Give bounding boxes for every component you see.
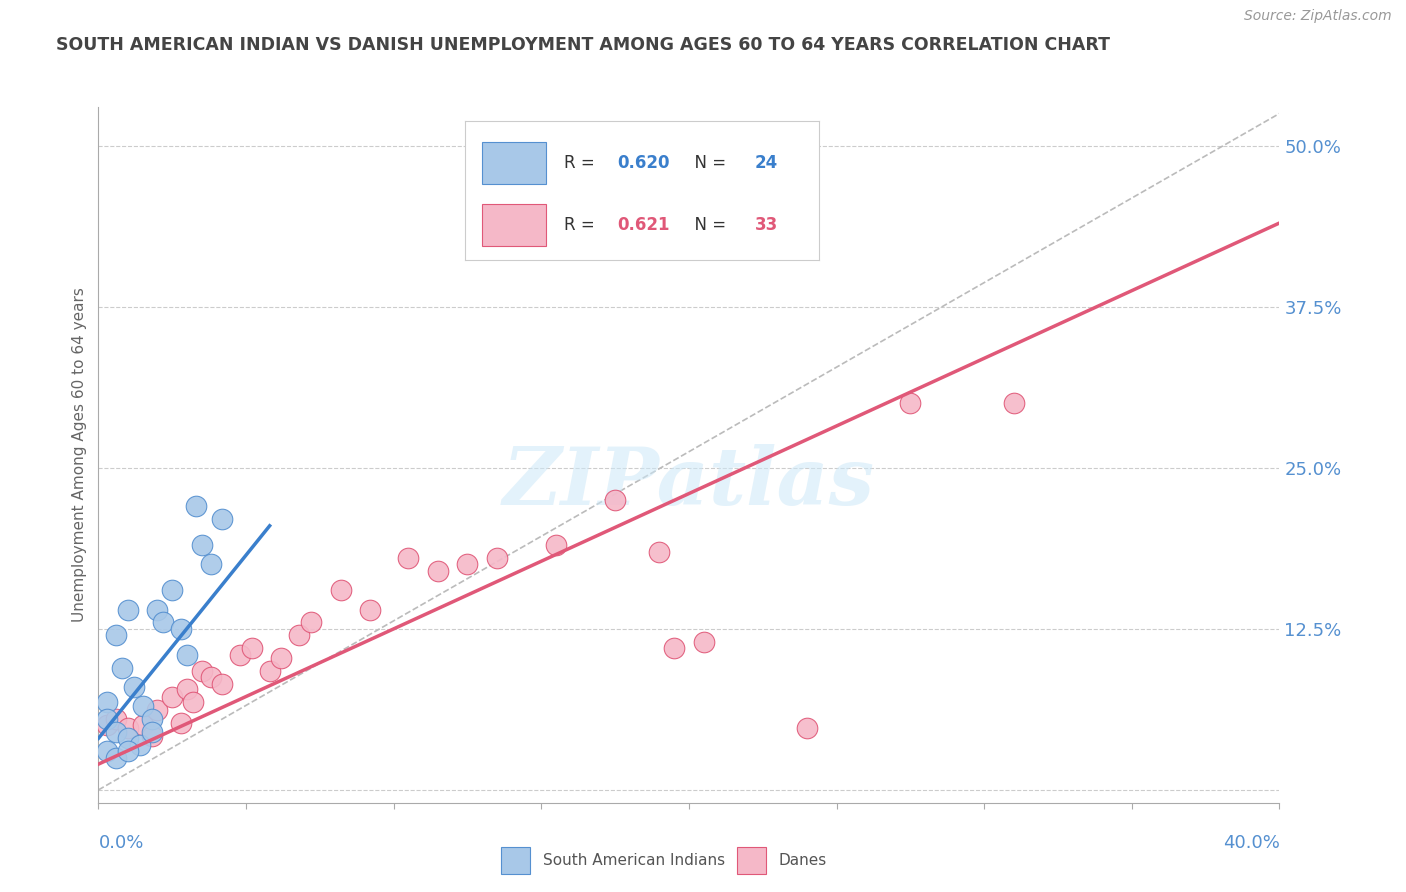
Point	[211, 677, 233, 691]
Text: South American Indians: South American Indians	[543, 854, 725, 868]
Point	[299, 615, 322, 630]
Point	[176, 648, 198, 662]
Point	[96, 712, 118, 726]
Text: 0.0%: 0.0%	[98, 834, 143, 852]
Point	[141, 725, 163, 739]
Point	[111, 660, 134, 674]
Point	[152, 615, 174, 630]
Point	[105, 628, 128, 642]
Point	[396, 551, 419, 566]
Point	[141, 729, 163, 743]
Point	[170, 715, 193, 730]
Point	[796, 721, 818, 735]
Point	[664, 641, 686, 656]
Point	[132, 699, 155, 714]
Point	[181, 695, 204, 709]
Point	[456, 558, 478, 572]
Point	[211, 512, 233, 526]
Point	[128, 738, 150, 752]
Point	[96, 718, 118, 732]
Point	[544, 538, 567, 552]
Point	[229, 648, 252, 662]
Point	[359, 602, 381, 616]
Point	[648, 544, 671, 558]
Bar	[501, 847, 530, 874]
Point	[162, 690, 183, 705]
Point	[200, 558, 222, 572]
Bar	[737, 847, 766, 874]
Point	[486, 551, 509, 566]
Point	[146, 703, 169, 717]
Point	[117, 602, 139, 616]
Point	[1002, 396, 1025, 410]
Point	[191, 665, 214, 679]
Point	[176, 682, 198, 697]
Point	[270, 651, 292, 665]
Point	[693, 634, 716, 648]
Point	[105, 712, 128, 726]
Point	[329, 583, 352, 598]
Text: Danes: Danes	[779, 854, 827, 868]
Point	[96, 744, 118, 758]
Point	[605, 493, 627, 508]
Point	[141, 712, 163, 726]
Point	[132, 718, 155, 732]
Point	[162, 583, 183, 598]
Point	[259, 665, 281, 679]
Y-axis label: Unemployment Among Ages 60 to 64 years: Unemployment Among Ages 60 to 64 years	[72, 287, 87, 623]
Point	[900, 396, 922, 410]
Point	[200, 669, 222, 683]
Point	[427, 564, 450, 578]
Point	[146, 602, 169, 616]
Point	[96, 695, 118, 709]
Text: 40.0%: 40.0%	[1223, 834, 1279, 852]
Point	[117, 744, 139, 758]
Text: Source: ZipAtlas.com: Source: ZipAtlas.com	[1244, 9, 1392, 23]
Text: ZIPatlas: ZIPatlas	[503, 444, 875, 522]
Text: SOUTH AMERICAN INDIAN VS DANISH UNEMPLOYMENT AMONG AGES 60 TO 64 YEARS CORRELATI: SOUTH AMERICAN INDIAN VS DANISH UNEMPLOY…	[56, 36, 1111, 54]
Point	[191, 538, 214, 552]
Point	[105, 750, 128, 764]
Point	[117, 731, 139, 746]
Point	[240, 641, 263, 656]
Point	[184, 500, 207, 514]
Point	[170, 622, 193, 636]
Point	[105, 725, 128, 739]
Point	[288, 628, 311, 642]
Point	[117, 721, 139, 735]
Point	[122, 680, 145, 694]
